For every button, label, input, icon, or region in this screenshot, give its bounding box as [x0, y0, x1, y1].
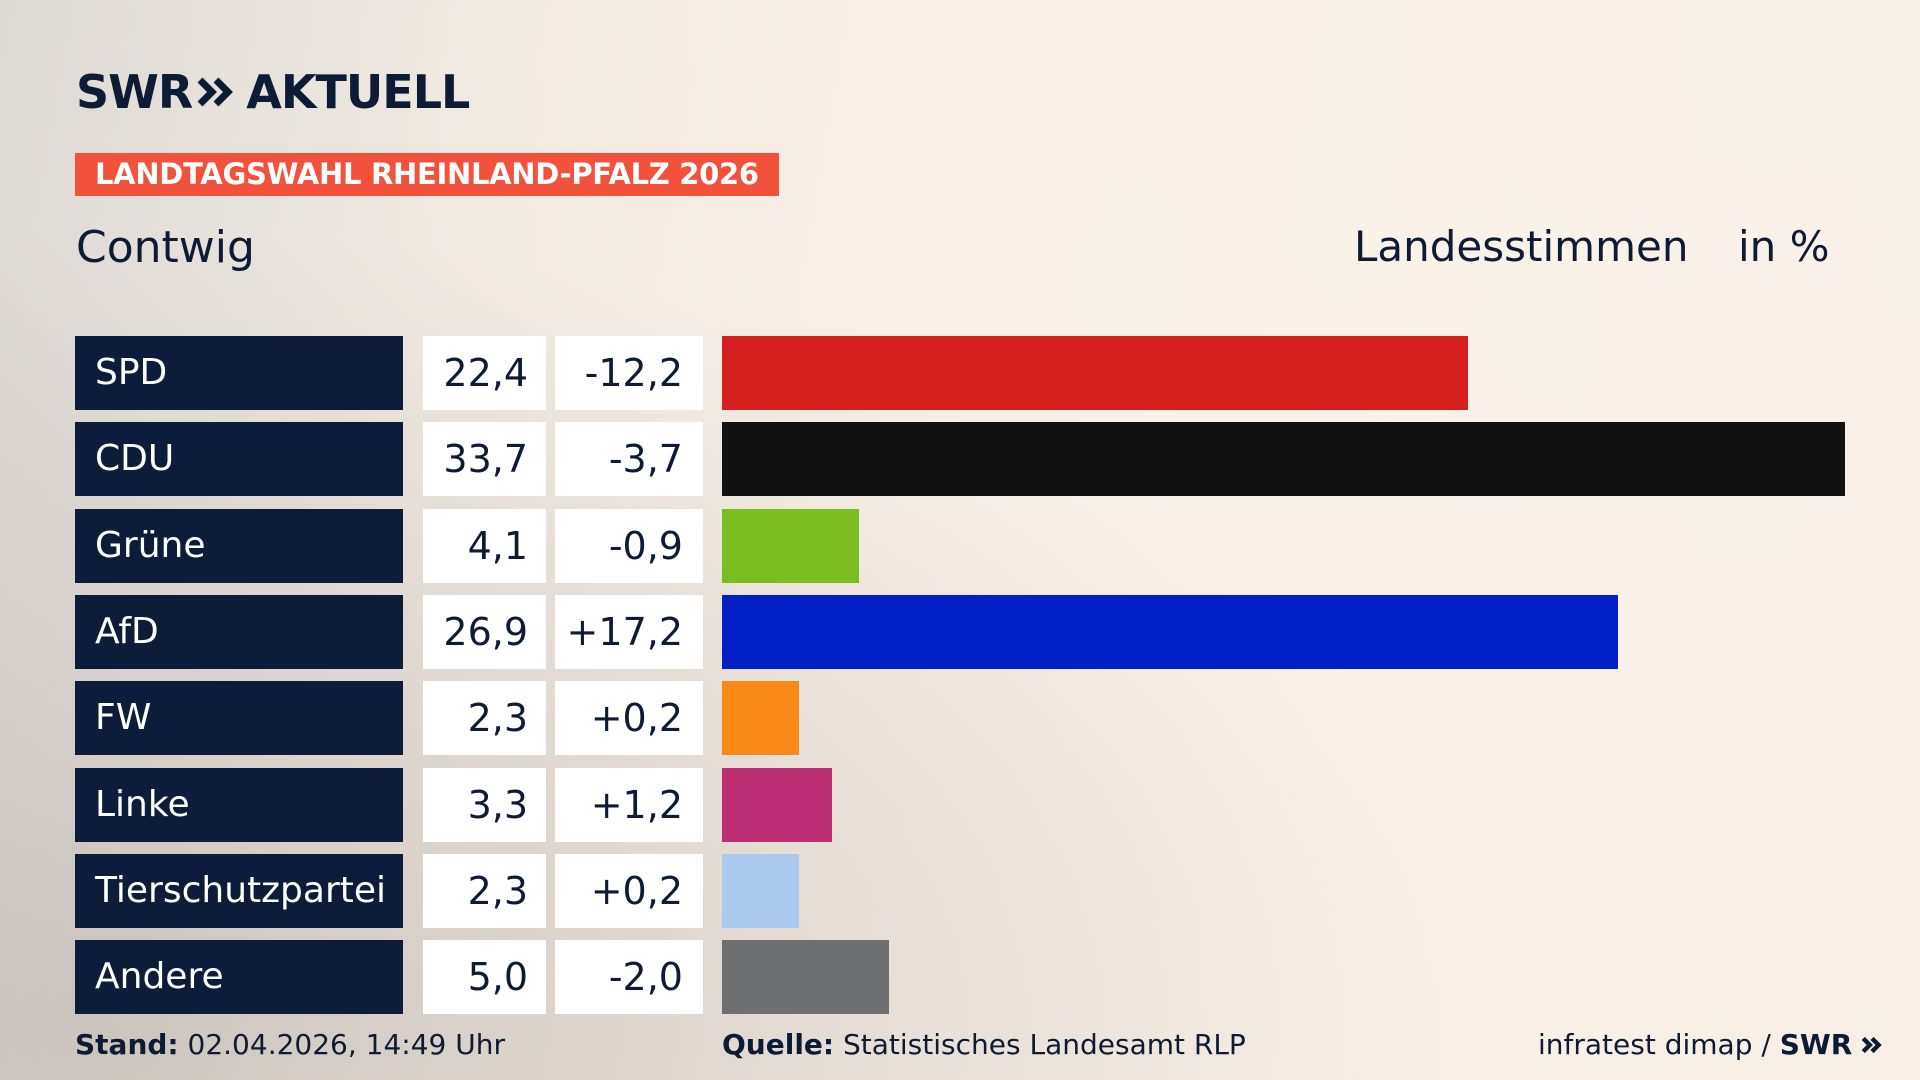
vote-share-change: +0,2: [555, 681, 703, 755]
vote-share-value: 5,0: [423, 940, 546, 1014]
result-bar: [722, 336, 1468, 410]
result-bar: [722, 681, 799, 755]
stand-label: Stand:: [75, 1028, 179, 1061]
vote-share-value: 3,3: [423, 768, 546, 842]
result-row: Tierschutzpartei 2,3 +0,2: [0, 854, 1920, 928]
result-bar: [722, 595, 1618, 669]
vote-share-value: 4,1: [423, 509, 546, 583]
election-label: LANDTAGSWAHL RHEINLAND-PFALZ 2026: [75, 153, 779, 196]
vote-share-change: -2,0: [555, 940, 703, 1014]
double-chevron-right-icon: [1861, 1036, 1882, 1054]
unit-label: in %: [1738, 222, 1830, 271]
logo-text-aktuell: AKTUELL: [246, 65, 470, 119]
result-bar: [722, 509, 859, 583]
metric-label: Landesstimmen: [1354, 222, 1689, 271]
party-label: Tierschutzpartei: [75, 854, 403, 928]
vote-share-change: -0,9: [555, 509, 703, 583]
result-row: SPD 22,4 -12,2: [0, 336, 1920, 410]
result-bar: [722, 940, 889, 1014]
party-label: FW: [75, 681, 403, 755]
result-row: Linke 3,3 +1,2: [0, 768, 1920, 842]
result-bar: [722, 768, 832, 842]
result-row: Andere 5,0 -2,0: [0, 940, 1920, 1014]
source-label: Quelle:: [722, 1028, 835, 1061]
vote-share-change: +0,2: [555, 854, 703, 928]
vote-share-change: -12,2: [555, 336, 703, 410]
result-bar: [722, 422, 1845, 496]
party-label: CDU: [75, 422, 403, 496]
credit-text: infratest dimap /: [1538, 1028, 1771, 1061]
logo-text-swr: SWR: [76, 65, 193, 119]
result-bar: [722, 854, 799, 928]
party-label: AfD: [75, 595, 403, 669]
result-row: AfD 26,9 +17,2: [0, 595, 1920, 669]
vote-share-value: 33,7: [423, 422, 546, 496]
result-row: FW 2,3 +0,2: [0, 681, 1920, 755]
vote-share-change: +17,2: [555, 595, 703, 669]
footer-credit: infratest dimap / SWR: [1538, 1028, 1883, 1061]
party-label: Grüne: [75, 509, 403, 583]
swr-aktuell-logo: SWR AKTUELL: [76, 65, 470, 119]
footer-stand: Stand: 02.04.2026, 14:49 Uhr: [75, 1028, 505, 1061]
result-row: Grüne 4,1 -0,9: [0, 509, 1920, 583]
party-label: Linke: [75, 768, 403, 842]
vote-share-value: 2,3: [423, 854, 546, 928]
credit-brand: SWR: [1779, 1028, 1853, 1061]
footer-source: Quelle: Statistisches Landesamt RLP: [722, 1028, 1246, 1061]
vote-share-value: 22,4: [423, 336, 546, 410]
source-value: Statistisches Landesamt RLP: [843, 1028, 1246, 1061]
party-label: SPD: [75, 336, 403, 410]
district-title: Contwig: [76, 222, 255, 273]
vote-share-change: +1,2: [555, 768, 703, 842]
double-chevron-right-icon: [197, 77, 234, 107]
party-label: Andere: [75, 940, 403, 1014]
vote-share-value: 2,3: [423, 681, 546, 755]
result-row: CDU 33,7 -3,7: [0, 422, 1920, 496]
vote-share-value: 26,9: [423, 595, 546, 669]
vote-share-change: -3,7: [555, 422, 703, 496]
stand-value: 02.04.2026, 14:49 Uhr: [187, 1028, 505, 1061]
